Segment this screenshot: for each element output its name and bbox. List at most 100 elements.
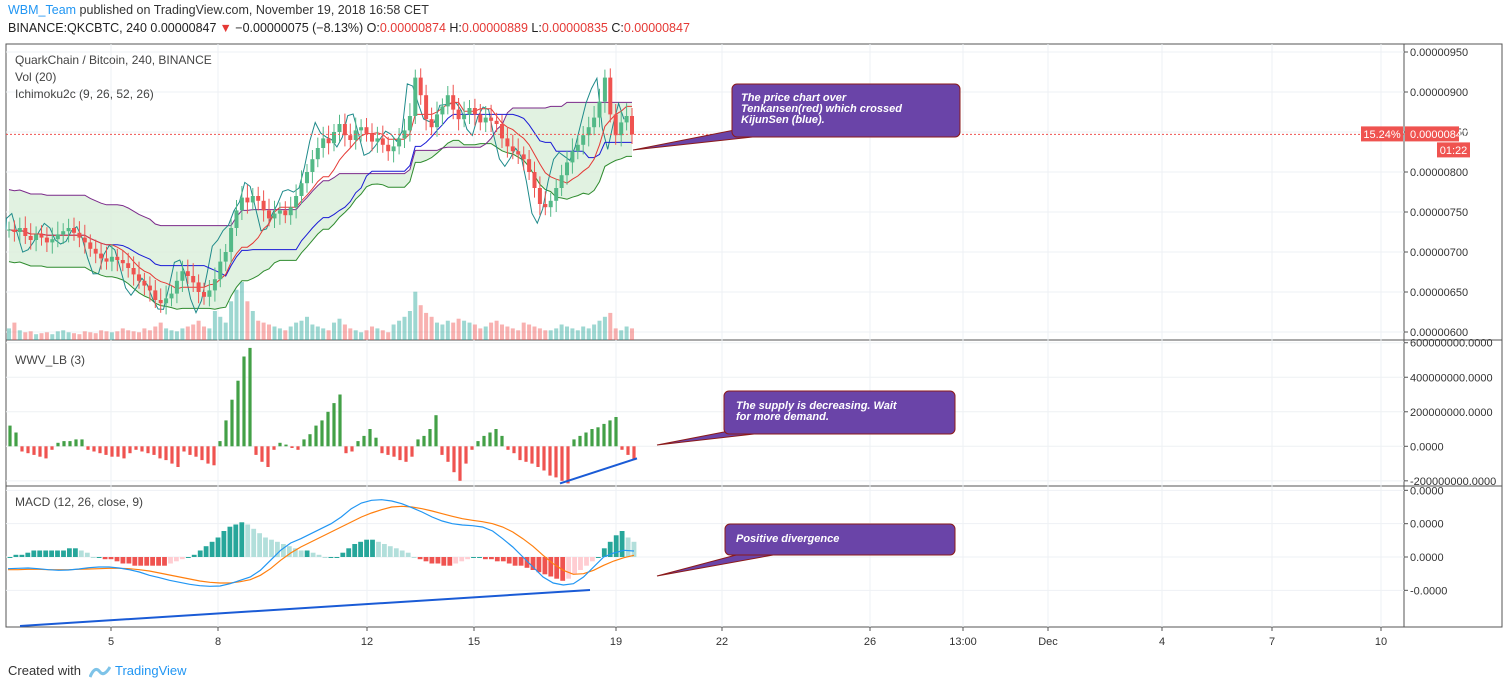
price-pane[interactable] — [5, 68, 1404, 340]
wwv-bar — [632, 446, 636, 461]
volume-bar — [505, 326, 510, 340]
candle-body — [229, 228, 234, 252]
macd-histogram-bar — [162, 557, 167, 566]
wwv-bar — [32, 446, 36, 455]
candle-body — [223, 252, 228, 262]
wwv-bar — [518, 446, 522, 461]
volume-bar — [575, 330, 580, 340]
price-tick-label: 0.00000700 — [1410, 247, 1468, 259]
candle-body — [456, 109, 461, 120]
candle-body — [543, 204, 548, 208]
volume-bar — [586, 328, 591, 340]
volume-bar — [353, 330, 358, 340]
volume-bar — [440, 324, 445, 340]
wwv-bar — [212, 446, 216, 466]
tenkan-sen-line — [8, 101, 632, 290]
macd-histogram-bar — [286, 546, 292, 557]
wwv-bar — [38, 446, 42, 457]
candle-body — [72, 228, 76, 233]
candle-body — [418, 77, 423, 96]
wwv-bar — [188, 446, 192, 455]
macd-histogram-bar — [500, 557, 506, 562]
tradingview-logo-icon — [88, 665, 111, 678]
candle-body — [467, 108, 472, 115]
volume-bar — [158, 322, 163, 340]
note-text: The price chart over Tenkansen(red) which… — [741, 92, 902, 126]
macd-histogram-bar — [144, 557, 150, 566]
wwv-bar — [392, 446, 396, 457]
macd-histogram-bar — [275, 541, 280, 557]
macd-histogram-bar — [102, 557, 108, 560]
volume-bar — [39, 333, 44, 340]
wwv-bar — [110, 446, 114, 457]
macd-histogram-bar — [382, 544, 387, 557]
macd-histogram-bar — [364, 539, 369, 557]
last-price-tag: 0.00000847 — [1410, 129, 1468, 141]
macd-histogram-bar — [465, 557, 470, 560]
macd-histogram-bar — [179, 557, 185, 560]
wwv-bar — [434, 415, 438, 447]
tradingview-link[interactable]: TradingView — [114, 663, 187, 678]
macd-histogram-bar — [78, 550, 84, 557]
wwv-bar — [170, 446, 174, 464]
candle-body — [104, 258, 109, 262]
macd-histogram-bar — [584, 557, 589, 566]
candle-body — [185, 271, 190, 276]
volume-bar — [624, 326, 629, 340]
volume-bar — [445, 320, 450, 340]
volume-bar — [93, 333, 98, 340]
wwv-bar — [578, 435, 582, 447]
candle-body — [261, 200, 266, 211]
macd-histogram-bar — [429, 557, 435, 564]
candle-body — [353, 130, 358, 140]
wwv-bar — [290, 446, 294, 448]
candle-body — [364, 127, 369, 134]
volume-bar — [462, 320, 467, 340]
candle-body — [565, 162, 569, 176]
candle-body — [239, 197, 244, 211]
macd-histogram-bar — [269, 539, 274, 557]
x-tick-label: 12 — [361, 636, 373, 648]
wwv-bar — [308, 434, 312, 447]
wwv-pane[interactable] — [8, 347, 638, 485]
macd-histogram-bar — [530, 557, 536, 570]
volume-bar — [386, 332, 391, 340]
macd-pane[interactable] — [7, 499, 637, 627]
volume-bar — [500, 324, 504, 340]
macd-histogram-bar — [197, 550, 203, 557]
note-line: Positive divergence — [736, 533, 839, 545]
candle-body — [202, 292, 206, 297]
macd-histogram-bar — [150, 557, 155, 566]
volume-bar — [153, 326, 158, 340]
macd-histogram-bar — [554, 557, 560, 579]
chikou-span-line — [5, 76, 625, 314]
wwv-bar — [146, 446, 150, 454]
candle-body — [158, 300, 163, 304]
candle-body — [115, 256, 120, 260]
wwv-bar — [74, 439, 78, 447]
author-link[interactable]: WBM_Team — [8, 3, 77, 17]
macd-histogram-bar — [542, 557, 548, 575]
macd-histogram-bar — [7, 557, 13, 558]
wwv-bar — [590, 429, 594, 447]
macd-histogram-bar — [126, 557, 132, 564]
macd-histogram-bar — [393, 548, 399, 557]
wwv-bar — [326, 411, 330, 447]
high-value: 0.00000889 — [461, 21, 528, 35]
candle-body — [391, 146, 396, 152]
candle-body — [272, 213, 277, 219]
macd-histogram-bar — [376, 541, 381, 557]
volume-bar — [332, 322, 336, 340]
candle-body — [348, 135, 353, 140]
macd-histogram-bar — [55, 550, 60, 557]
volume-bar — [137, 332, 141, 340]
macd-histogram-bar — [578, 557, 583, 570]
wwv-bar — [182, 446, 186, 452]
volume-bar — [305, 316, 309, 340]
candle-body — [169, 293, 174, 299]
macd-histogram-bar — [215, 537, 221, 557]
candle-body — [554, 188, 559, 201]
candle-body — [407, 116, 412, 131]
macd-histogram-bar — [304, 550, 310, 557]
